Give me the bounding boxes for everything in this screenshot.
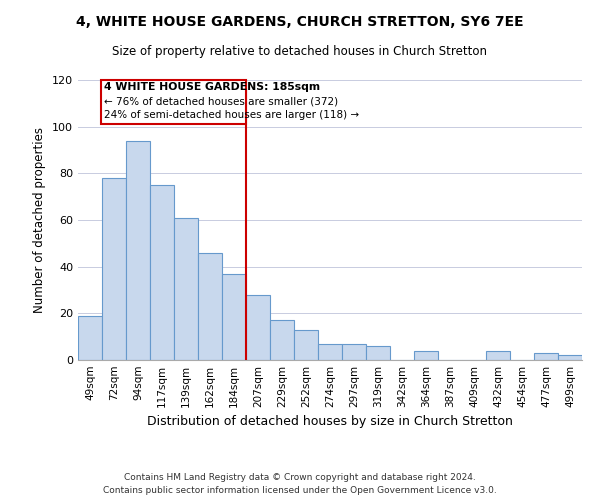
Bar [270, 320, 294, 360]
X-axis label: Distribution of detached houses by size in Church Stretton: Distribution of detached houses by size … [147, 416, 513, 428]
Bar [294, 330, 318, 360]
Bar [318, 344, 342, 360]
Bar [558, 356, 582, 360]
Text: Size of property relative to detached houses in Church Stretton: Size of property relative to detached ho… [113, 45, 487, 58]
Text: Contains HM Land Registry data © Crown copyright and database right 2024.
Contai: Contains HM Land Registry data © Crown c… [103, 473, 497, 495]
Y-axis label: Number of detached properties: Number of detached properties [34, 127, 46, 313]
Bar [486, 350, 510, 360]
Bar [126, 140, 150, 360]
Text: 24% of semi-detached houses are larger (118) →: 24% of semi-detached houses are larger (… [104, 110, 359, 120]
Bar [414, 350, 438, 360]
Text: 4 WHITE HOUSE GARDENS: 185sqm: 4 WHITE HOUSE GARDENS: 185sqm [104, 82, 320, 92]
Bar [246, 294, 270, 360]
Bar [78, 316, 102, 360]
Bar [150, 185, 174, 360]
Bar [198, 252, 222, 360]
Text: 4, WHITE HOUSE GARDENS, CHURCH STRETTON, SY6 7EE: 4, WHITE HOUSE GARDENS, CHURCH STRETTON,… [76, 15, 524, 29]
Text: ← 76% of detached houses are smaller (372): ← 76% of detached houses are smaller (37… [104, 96, 338, 106]
Bar [102, 178, 126, 360]
Bar [174, 218, 198, 360]
Bar [222, 274, 246, 360]
Bar [366, 346, 390, 360]
Bar [342, 344, 366, 360]
Bar [534, 353, 558, 360]
FancyBboxPatch shape [101, 80, 246, 124]
